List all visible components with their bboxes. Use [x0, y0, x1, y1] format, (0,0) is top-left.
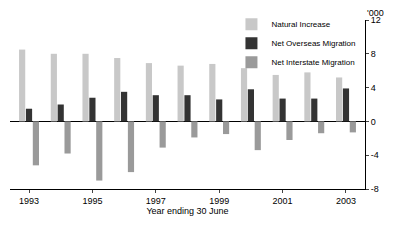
svg-text:0: 0	[371, 117, 376, 127]
svg-text:12: 12	[371, 15, 381, 25]
svg-text:Net Overseas Migration: Net Overseas Migration	[271, 39, 355, 48]
svg-text:Year ending 30 June: Year ending 30 June	[146, 206, 228, 216]
svg-text:4: 4	[371, 83, 376, 93]
svg-text:Natural Increase: Natural Increase	[271, 20, 330, 29]
svg-text:'000: '000	[367, 8, 384, 18]
svg-text:1993: 1993	[19, 196, 39, 206]
svg-text:-8: -8	[371, 184, 379, 194]
svg-text:1997: 1997	[146, 196, 166, 206]
svg-text:2001: 2001	[273, 196, 293, 206]
svg-text:1999: 1999	[209, 196, 229, 206]
svg-text:8: 8	[371, 49, 376, 59]
svg-text:-4: -4	[371, 150, 379, 160]
svg-text:1995: 1995	[82, 196, 102, 206]
svg-text:2003: 2003	[336, 196, 356, 206]
svg-text:Net Interstate Migration: Net Interstate Migration	[271, 58, 354, 67]
